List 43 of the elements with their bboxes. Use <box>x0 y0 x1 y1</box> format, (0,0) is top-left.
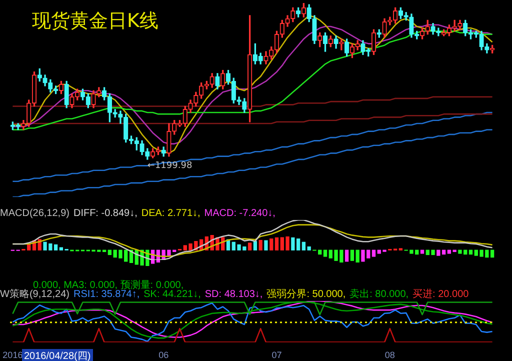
x-tick-label: 08 <box>384 350 395 360</box>
bar <box>307 246 311 250</box>
bar <box>350 250 354 261</box>
text: 0.000, MA3: 0.000, 预测量: 0.000, <box>33 278 184 291</box>
bar <box>447 250 452 254</box>
text: 买进: 20.000 <box>412 289 469 300</box>
bar <box>490 250 494 258</box>
x-tick-label: 2016 <box>2 350 23 360</box>
text: SD: 48.103↓, <box>204 289 263 300</box>
bar <box>442 250 446 255</box>
bar <box>296 238 300 250</box>
bar <box>108 250 112 256</box>
bar <box>436 250 440 256</box>
bar <box>59 247 64 250</box>
text: 卖出: 80.000, <box>350 289 409 300</box>
bar <box>258 240 262 250</box>
bar <box>344 250 349 262</box>
bar <box>468 250 473 255</box>
bar <box>372 250 376 257</box>
text: MACD: -7.240↓, <box>204 208 276 219</box>
text: 强弱分界: 50.000, <box>266 289 346 300</box>
bar <box>323 250 328 257</box>
text: DIFF: -0.849↓, <box>73 208 138 219</box>
text: RSI1: 35.874↑, <box>73 289 140 300</box>
bar <box>356 250 360 263</box>
x-axis-title: 2016/04/28(四) <box>22 349 93 361</box>
text: SK: 44.221↓, <box>144 289 201 300</box>
bar <box>274 237 279 250</box>
bar <box>253 241 258 250</box>
annotation: ←1199.98 <box>147 160 192 171</box>
chart-title: 现货黄金日K线 <box>32 9 158 34</box>
bar <box>291 237 295 250</box>
x-tick-label: 07 <box>272 350 282 360</box>
bar <box>248 242 252 250</box>
chart-title: W策略(9,12,24) <box>0 289 70 300</box>
text: DEA: 2.771↓, <box>141 208 200 219</box>
chart-title: MACD(26,12,9) <box>0 208 70 219</box>
bar <box>54 244 58 250</box>
bar <box>264 240 268 250</box>
bar <box>270 238 274 250</box>
x-tick-label: 06 <box>158 350 169 360</box>
bar <box>420 250 424 254</box>
bar <box>302 242 306 250</box>
